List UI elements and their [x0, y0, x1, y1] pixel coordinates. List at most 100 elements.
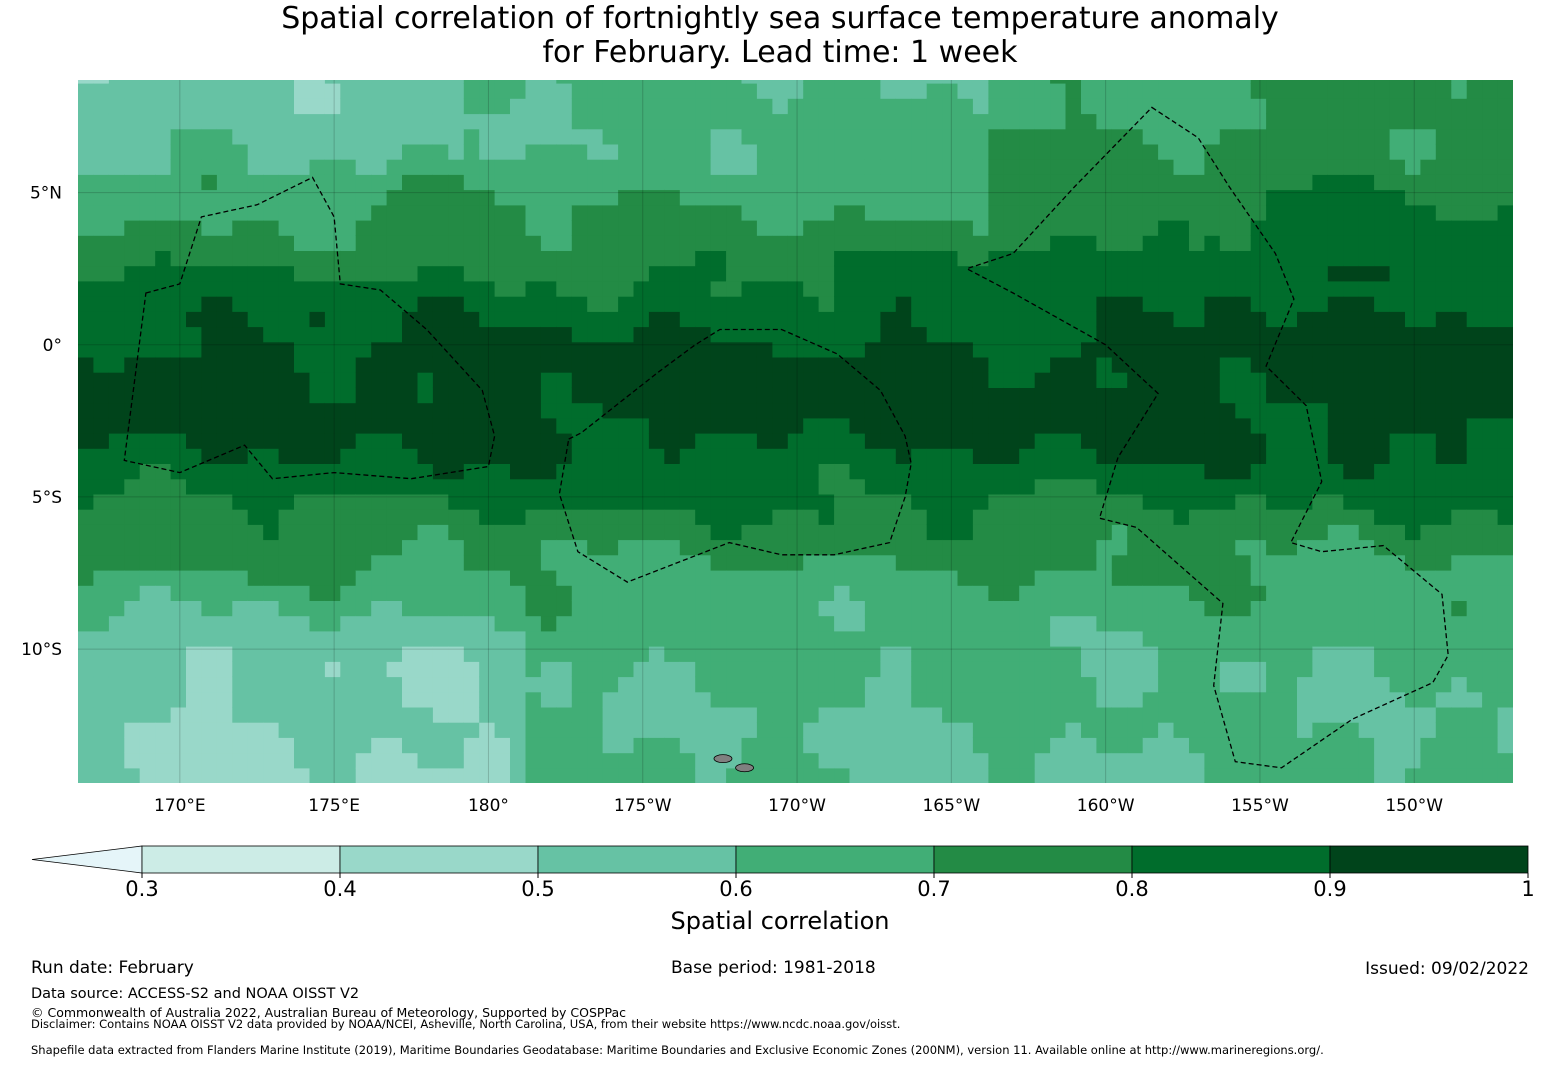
field-cell	[571, 448, 588, 464]
field-cell	[78, 463, 94, 480]
field-cell	[417, 83, 434, 99]
field-cell	[402, 113, 418, 130]
field-cell	[124, 524, 141, 541]
field-cell	[1497, 737, 1513, 754]
field-cell	[294, 159, 310, 175]
field-cell	[1327, 113, 1344, 130]
field-cell	[772, 113, 789, 130]
field-cell	[1096, 113, 1113, 130]
field-cell	[726, 189, 743, 206]
field-cell	[664, 265, 681, 282]
field-cell	[664, 98, 681, 115]
field-cell	[880, 737, 897, 754]
field-cell	[834, 752, 851, 769]
field-cell	[648, 372, 665, 388]
field-cell	[556, 189, 573, 206]
field-cell	[679, 98, 696, 115]
field-cell	[648, 402, 665, 419]
field-cell	[972, 402, 989, 419]
field-cell	[834, 433, 851, 449]
field-cell	[834, 356, 851, 373]
field-cell	[988, 448, 1005, 464]
field-cell	[556, 341, 573, 358]
field-cell	[1374, 448, 1391, 464]
field-cell	[1250, 630, 1267, 647]
field-cell	[1204, 326, 1221, 343]
field-cell	[664, 524, 681, 541]
field-cell	[942, 83, 959, 99]
field-cell	[1451, 98, 1468, 115]
field-cell	[93, 296, 110, 312]
field-cell	[93, 493, 110, 510]
title-line-1: Spatial correlation of fortnightly sea s…	[281, 1, 1279, 36]
field-cell	[510, 676, 526, 693]
field-cell	[463, 554, 480, 571]
field-cell	[309, 128, 326, 145]
field-cell	[278, 570, 295, 586]
field-cell	[1111, 463, 1128, 480]
field-cell	[695, 417, 712, 434]
field-cell	[895, 691, 912, 708]
field-cell	[1219, 448, 1236, 464]
field-cell	[1466, 570, 1483, 586]
field-cell	[170, 220, 187, 236]
field-cell	[849, 143, 866, 160]
field-cell	[294, 143, 310, 160]
field-cell	[1034, 722, 1051, 738]
field-cell	[1034, 326, 1051, 343]
field-cell	[1173, 706, 1190, 723]
field-cell	[972, 646, 989, 662]
field-cell	[108, 143, 125, 160]
field-cell	[1142, 83, 1159, 99]
field-cell	[1497, 189, 1513, 206]
field-cell	[957, 433, 974, 449]
field-cell	[911, 433, 928, 449]
field-cell	[988, 493, 1005, 510]
field-cell	[1297, 433, 1313, 449]
field-cell	[571, 280, 588, 297]
field-cell	[1127, 311, 1144, 328]
field-cell	[232, 691, 249, 708]
field-cell	[618, 691, 635, 708]
field-cell	[587, 554, 604, 571]
field-cell	[587, 463, 604, 480]
field-cell	[803, 676, 820, 693]
field-cell	[1034, 661, 1051, 678]
field-cell	[278, 539, 295, 556]
field-cell	[556, 630, 573, 647]
field-cell	[216, 493, 233, 510]
field-cell	[78, 189, 94, 206]
field-cell	[695, 585, 712, 601]
field-cell	[957, 554, 974, 571]
field-cell	[1065, 722, 1082, 738]
field-cell	[540, 113, 557, 130]
field-cell	[1034, 752, 1051, 769]
field-cell	[340, 646, 357, 662]
field-cell	[1389, 235, 1406, 251]
field-cell	[263, 356, 280, 373]
field-cell	[633, 83, 650, 99]
field-cell	[1096, 600, 1113, 617]
field-cell	[155, 478, 172, 495]
field-cell	[895, 143, 912, 160]
field-cell	[1173, 204, 1190, 221]
field-cell	[818, 280, 835, 297]
field-cell	[1204, 752, 1221, 769]
field-cell	[880, 752, 897, 769]
field-cell	[432, 524, 449, 541]
field-cell	[1281, 524, 1298, 541]
field-cell	[417, 265, 434, 282]
field-cell	[463, 646, 480, 662]
field-cell	[355, 326, 372, 343]
field-cell	[448, 220, 465, 236]
field-cell	[1096, 356, 1113, 373]
field-cell	[1405, 767, 1421, 783]
field-cell	[278, 326, 295, 343]
field-cell	[864, 250, 881, 267]
field-cell	[695, 524, 712, 541]
field-cell	[1312, 752, 1329, 769]
field-cell	[957, 691, 974, 708]
field-cell	[1343, 463, 1360, 480]
field-cell	[1050, 767, 1067, 783]
field-cell	[1081, 524, 1097, 541]
